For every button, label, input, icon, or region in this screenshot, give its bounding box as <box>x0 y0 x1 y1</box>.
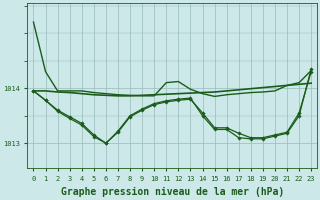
X-axis label: Graphe pression niveau de la mer (hPa): Graphe pression niveau de la mer (hPa) <box>61 187 284 197</box>
